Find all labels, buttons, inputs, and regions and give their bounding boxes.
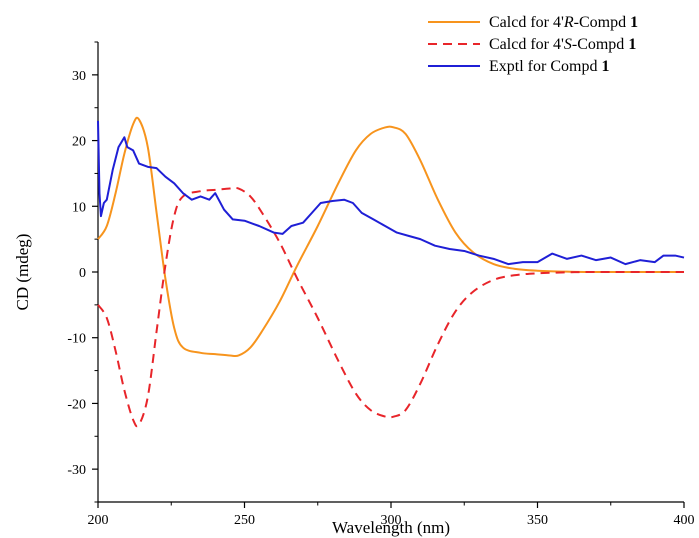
x-tick-label: 400: [674, 513, 695, 528]
y-tick-label: 30: [72, 69, 86, 84]
series-line-calcd-4r: [97, 116, 685, 358]
ticks: 200 250 300 350 400 -30 -20 -10 0 10 20 30: [67, 41, 695, 528]
y-tick-label: 10: [72, 200, 86, 215]
y-tick-label: 20: [72, 135, 86, 150]
x-axis-title: Wavelength (nm): [332, 518, 450, 537]
legend-label-calcd-4r: Calcd for 4'R-Compd 1: [489, 14, 638, 31]
series-line-calcd-4s: [97, 186, 685, 428]
x-tick-label: 350: [527, 513, 548, 528]
y-tick-label: -20: [67, 397, 86, 412]
x-tick-label: 250: [234, 513, 255, 528]
legend: Calcd for 4'R-Compd 1 Calcd for 4'S-Compd…: [428, 14, 638, 75]
y-tick-label: -30: [67, 463, 86, 478]
y-axis-title: CD (mdeg): [13, 234, 32, 311]
legend-label-calcd-4s: Calcd for 4'S-Compd 1: [489, 36, 636, 53]
x-tick-label: 300: [381, 513, 402, 528]
y-tick-label: -10: [67, 332, 86, 347]
series-line-exptl: [97, 120, 685, 266]
x-tick-label: 200: [88, 513, 109, 528]
legend-label-exptl: Exptl for Compd 1: [489, 58, 609, 75]
series-layer: [97, 116, 685, 428]
y-tick-label: 0: [79, 266, 86, 281]
